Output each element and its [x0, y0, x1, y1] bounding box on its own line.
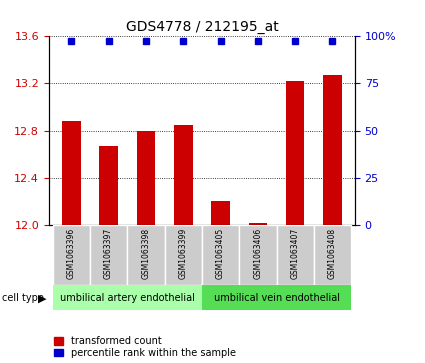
Bar — [174, 125, 193, 363]
Bar — [62, 121, 81, 363]
Bar — [249, 223, 267, 363]
Bar — [136, 131, 155, 363]
Text: cell type: cell type — [2, 293, 44, 303]
Bar — [277, 225, 314, 285]
Text: GSM1063397: GSM1063397 — [104, 228, 113, 279]
Bar — [202, 225, 239, 285]
Bar — [53, 225, 90, 285]
Text: GSM1063406: GSM1063406 — [253, 228, 262, 279]
Text: GSM1063399: GSM1063399 — [179, 228, 188, 279]
Text: GSM1063398: GSM1063398 — [142, 228, 150, 279]
Text: ▶: ▶ — [38, 293, 47, 303]
Bar — [99, 146, 118, 363]
Title: GDS4778 / 212195_at: GDS4778 / 212195_at — [125, 20, 278, 34]
Bar — [53, 285, 202, 310]
Text: GSM1063396: GSM1063396 — [67, 228, 76, 279]
Bar — [239, 225, 277, 285]
Text: umbilical artery endothelial: umbilical artery endothelial — [60, 293, 195, 303]
Legend: transformed count, percentile rank within the sample: transformed count, percentile rank withi… — [54, 336, 236, 358]
Bar — [164, 225, 202, 285]
Bar — [323, 75, 342, 363]
Bar — [314, 225, 351, 285]
Bar — [127, 225, 164, 285]
Text: GSM1063407: GSM1063407 — [291, 228, 300, 279]
Bar — [211, 201, 230, 363]
Text: GSM1063405: GSM1063405 — [216, 228, 225, 279]
Bar — [202, 285, 351, 310]
Text: umbilical vein endothelial: umbilical vein endothelial — [213, 293, 340, 303]
Text: GSM1063408: GSM1063408 — [328, 228, 337, 279]
Bar — [286, 81, 304, 363]
Bar — [90, 225, 127, 285]
